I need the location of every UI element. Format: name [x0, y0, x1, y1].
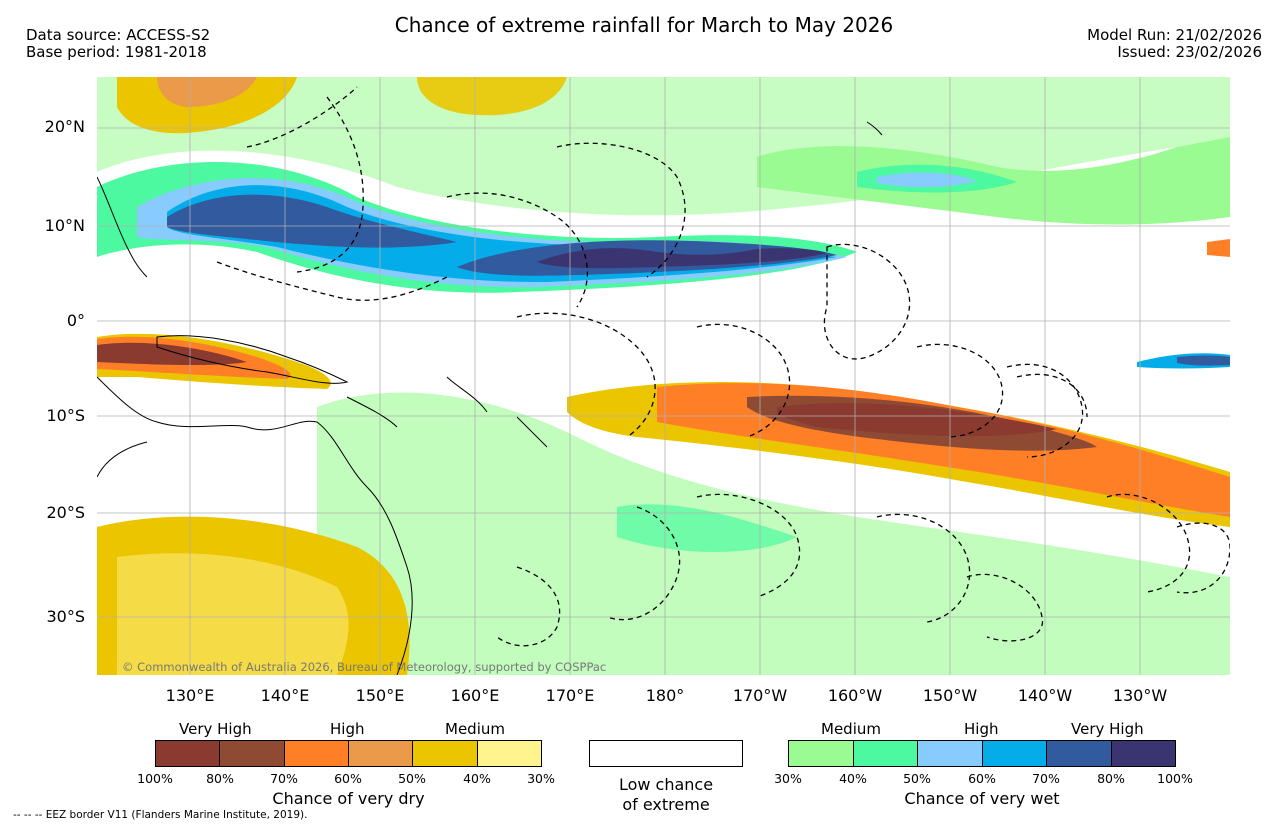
- wet-seg-80-100: [1111, 741, 1175, 766]
- issued-date: Issued: 23/02/2026: [1117, 43, 1262, 61]
- lon-label-130e: 130°E: [165, 686, 215, 705]
- dry-tick-50: 50%: [398, 771, 426, 786]
- lon-label-170e: 170°E: [545, 686, 595, 705]
- lon-label-160w: 160°W: [827, 686, 883, 705]
- header-left: Data source: ACCESS-S2 Base period: 1981…: [26, 27, 210, 61]
- map-title: Chance of extreme rainfall for March to …: [394, 13, 894, 37]
- low-chance-line1: Low chance: [618, 775, 714, 794]
- data-source: Data source: ACCESS-S2: [26, 26, 211, 44]
- lon-label-140e: 140°E: [260, 686, 310, 705]
- base-period: Base period: 1981-2018: [26, 43, 207, 61]
- lat-label-30s: 30°S: [46, 607, 85, 626]
- wet-band-north: [97, 77, 1230, 293]
- low-chance-label: Low chance of extreme: [589, 775, 743, 815]
- lon-label-170w: 170°W: [732, 686, 788, 705]
- low-chance-line2: of extreme: [622, 795, 710, 814]
- wet-seg-40-50: [853, 741, 918, 766]
- dry-cat-very-high: Very High: [179, 720, 252, 738]
- copyright-note: © Commonwealth of Australia 2026, Bureau…: [122, 660, 607, 674]
- dry-seg-80-70: [220, 741, 285, 766]
- lon-label-130w: 130°W: [1112, 686, 1168, 705]
- dry-tick-100: 100%: [137, 771, 173, 786]
- wet-tick-80: 80%: [1097, 771, 1125, 786]
- rainfall-map: © Commonwealth of Australia 2026, Bureau…: [97, 77, 1230, 675]
- dry-seg-40-30: [477, 741, 541, 766]
- dry-seg-60-50: [348, 741, 414, 766]
- lon-label-160e: 160°E: [450, 686, 500, 705]
- wet-legend-title: Chance of very wet: [904, 789, 1060, 808]
- lat-label-0: 0°: [66, 311, 85, 330]
- gridlines: [97, 77, 1230, 675]
- dry-seg-50-40: [413, 741, 478, 766]
- lon-label-180: 180°: [645, 686, 685, 705]
- dry-color-bar: [155, 740, 542, 767]
- dry-seg-100-80: [156, 741, 221, 766]
- lat-label-20n: 20°N: [44, 117, 85, 136]
- model-run: Model Run: 21/02/2026: [1087, 26, 1262, 44]
- dry-legend-title: Chance of very dry: [272, 789, 425, 808]
- wet-cat-medium: Medium: [821, 720, 881, 738]
- dry-band-spcz: [567, 382, 1230, 527]
- wet-seg-70-80: [1047, 741, 1112, 766]
- wet-tick-70: 70%: [1032, 771, 1060, 786]
- wet-cat-very-high: Very High: [1071, 720, 1144, 738]
- wet-color-bar: [788, 740, 1176, 767]
- wet-seg-50-60: [918, 741, 983, 766]
- wet-tick-100: 100%: [1157, 771, 1193, 786]
- wet-tick-50: 50%: [903, 771, 931, 786]
- dry-tick-30: 30%: [527, 771, 555, 786]
- eez-border-note: -- -- -- EEZ border V11 (Flanders Marine…: [13, 809, 308, 821]
- lon-label-140w: 140°W: [1017, 686, 1073, 705]
- wet-seg-30-40: [789, 741, 854, 766]
- header-right: Model Run: 21/02/2026 Issued: 23/02/2026: [1087, 27, 1262, 61]
- lat-label-10n: 10°N: [44, 216, 85, 235]
- wet-seg-60-70: [982, 741, 1047, 766]
- wet-tick-40: 40%: [839, 771, 867, 786]
- lon-label-150w: 150°W: [922, 686, 978, 705]
- dry-patches: [97, 77, 1230, 675]
- low-chance-swatch: [589, 740, 743, 767]
- dry-cat-medium: Medium: [445, 720, 505, 738]
- land-outlines: [97, 121, 883, 675]
- dry-tick-60: 60%: [334, 771, 362, 786]
- wet-cat-high: High: [964, 720, 999, 738]
- lon-label-150e: 150°E: [355, 686, 405, 705]
- wet-tick-60: 60%: [968, 771, 996, 786]
- lat-label-10s: 10°S: [46, 406, 85, 425]
- map-canvas: [97, 77, 1230, 675]
- lat-label-20s: 20°S: [46, 503, 85, 522]
- dry-tick-80: 80%: [206, 771, 234, 786]
- dry-cat-high: High: [330, 720, 365, 738]
- wet-patches-south: [317, 353, 1230, 675]
- dry-seg-70-60: [284, 741, 349, 766]
- dry-tick-40: 40%: [463, 771, 491, 786]
- wet-tick-30: 30%: [774, 771, 802, 786]
- dry-tick-70: 70%: [270, 771, 298, 786]
